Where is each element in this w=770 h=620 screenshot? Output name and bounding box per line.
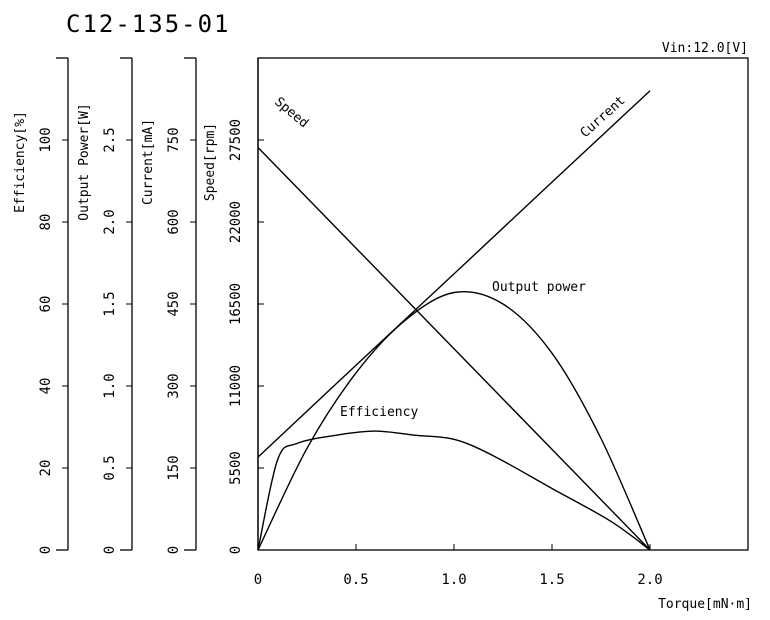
x-axis: 0 0.5 1.0 1.5 2.0 (254, 544, 663, 588)
x-tick-label: 0.5 (343, 572, 368, 588)
efficiency-line (257, 430, 651, 551)
output-power-label: Output power (492, 280, 586, 295)
x-tick-label: 1.0 (441, 572, 466, 588)
y-axis-label: Efficiency[%] (13, 111, 28, 213)
speed-label: Speed (271, 95, 311, 132)
x-tick-label: 2.0 (637, 572, 662, 588)
y-tick-label: 450 (166, 291, 182, 316)
y-tick-label: 11000 (228, 365, 244, 407)
y-tick-label: 5500 (228, 451, 244, 485)
y-tick-label: 27500 (228, 119, 244, 161)
y-tick-label: 0.5 (102, 455, 118, 480)
y-axis-label: Output Power[W] (77, 103, 92, 220)
x-tick-label: 0 (254, 572, 262, 588)
y-tick-label: 0 (228, 546, 244, 554)
y-tick-label: 22000 (228, 201, 244, 243)
current-line (257, 90, 651, 458)
y-tick-label: 0 (166, 546, 182, 554)
y-tick-label: 300 (166, 373, 182, 398)
x-axis-label: Torque[mN·m] (658, 597, 752, 612)
y-tick-label: 60 (38, 296, 54, 313)
y-tick-label: 2.0 (102, 209, 118, 234)
y-tick-label: 1.0 (102, 373, 118, 398)
chart-subtitle: Vin:12.0[V] (662, 41, 748, 56)
speed-line (257, 147, 651, 551)
y-tick-label: 2.5 (102, 127, 118, 152)
chart-title: C12-135-01 (66, 10, 231, 38)
y-tick-label: 100 (38, 127, 54, 152)
y-tick-label: 150 (166, 455, 182, 480)
y-tick-label: 0 (38, 546, 54, 554)
y-tick-label: 80 (38, 214, 54, 231)
y-tick-label: 750 (166, 127, 182, 152)
y-tick-label: 1.5 (102, 291, 118, 316)
y-axes: 0 20 40 60 80 100 Efficiency[%] 0 0.5 1.0 1.5 2.0 2.… (13, 57, 264, 554)
y-tick-label: 20 (38, 460, 54, 477)
output-power-line (257, 291, 651, 551)
x-tick-label: 1.5 (539, 572, 564, 588)
y-tick-label: 600 (166, 209, 182, 234)
y-tick-label: 16500 (228, 283, 244, 325)
efficiency-label: Efficiency (340, 405, 418, 420)
y-tick-label: 40 (38, 378, 54, 395)
y-axis-label: Current[mA] (141, 119, 156, 205)
y-tick-label: 0 (102, 546, 118, 554)
y-axis-label: Speed[rpm] (203, 123, 218, 201)
series-layer (257, 90, 651, 551)
